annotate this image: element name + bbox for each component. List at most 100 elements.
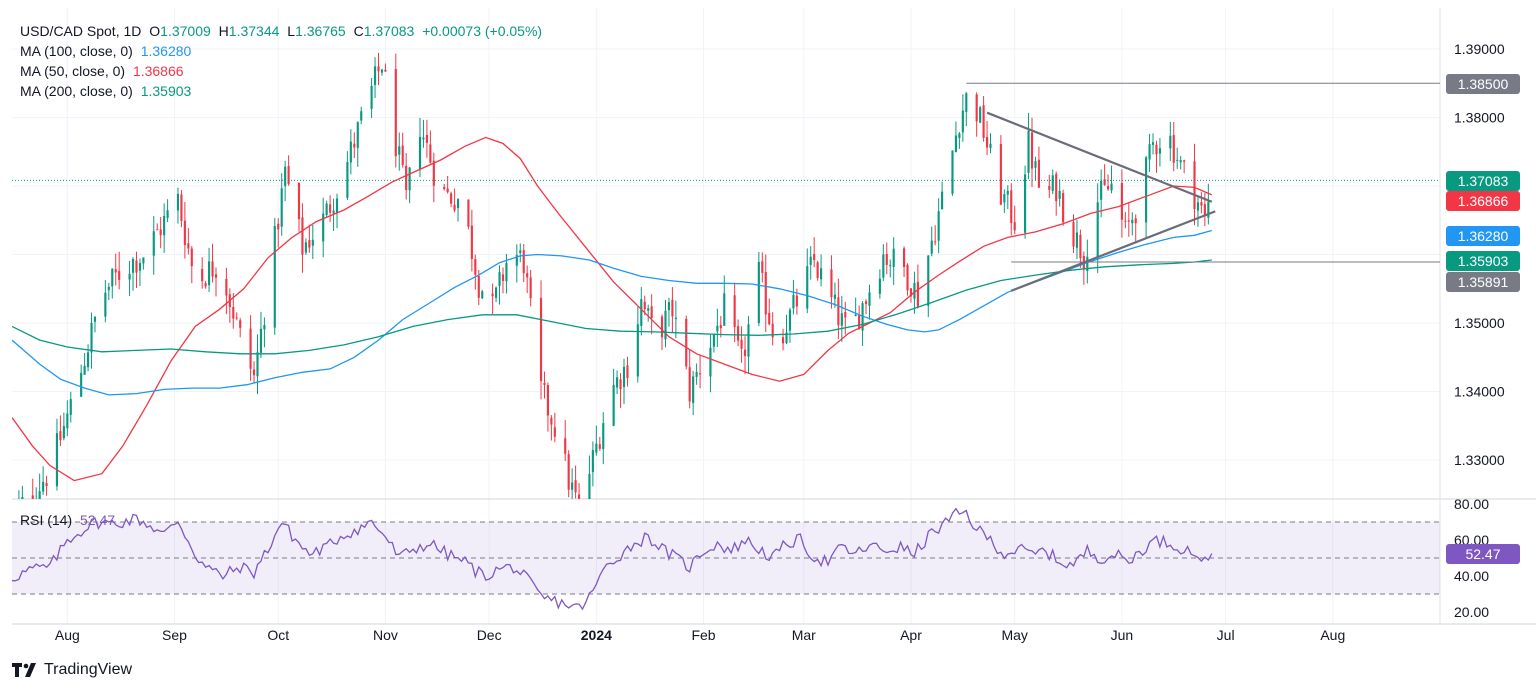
- candle: [868, 284, 871, 320]
- lower-trendline: [1010, 210, 1216, 292]
- candle: [45, 475, 48, 496]
- ma100-label: MA (100, close, 0): [20, 43, 133, 59]
- open-value: 1.37009: [160, 23, 211, 39]
- candle-body: [1006, 190, 1009, 195]
- candle: [322, 197, 325, 258]
- candle-body: [650, 306, 653, 319]
- candle: [446, 175, 449, 194]
- candle: [1003, 189, 1006, 214]
- candle-body: [1203, 204, 1206, 216]
- ma50-legend[interactable]: MA (50, close, 0) 1.36866: [20, 61, 188, 81]
- candle-body: [280, 188, 283, 227]
- candle-body: [622, 366, 626, 388]
- candle: [80, 364, 83, 398]
- time-tick-label: Sep: [162, 627, 187, 643]
- candle-body: [107, 286, 110, 291]
- candle: [474, 254, 477, 290]
- candle: [187, 227, 190, 255]
- candle-body: [332, 210, 335, 214]
- candle: [979, 105, 982, 124]
- candle: [456, 198, 460, 222]
- candle: [882, 244, 885, 282]
- time-tick-label: Nov: [373, 627, 398, 643]
- candle: [930, 226, 933, 257]
- candle: [335, 193, 339, 229]
- candle-body: [21, 496, 24, 499]
- ma200-legend[interactable]: MA (200, close, 0) 1.35903: [20, 81, 195, 101]
- candle-body: [806, 266, 809, 309]
- ma-line-(200: [12, 259, 1212, 355]
- candle-body: [325, 203, 328, 216]
- ma100-legend[interactable]: MA (100, close, 0) 1.36280: [20, 41, 195, 61]
- time-tick-label: Feb: [691, 627, 715, 643]
- candle-body: [1151, 142, 1155, 145]
- candle: [626, 356, 629, 387]
- tradingview-logo[interactable]: TradingView: [12, 661, 132, 679]
- tradingview-text: TradingView: [44, 661, 133, 678]
- candle: [59, 415, 62, 446]
- candle-body: [201, 268, 204, 282]
- candle: [297, 182, 301, 232]
- candle-body: [840, 313, 843, 326]
- candle-body: [785, 332, 788, 344]
- candle: [785, 314, 788, 345]
- candle: [1072, 214, 1075, 254]
- open-label: O: [149, 23, 161, 39]
- candle: [107, 282, 110, 301]
- time-axis: Aug Sep Oct Nov Dec 2024 Feb Mar Apr May Jun Jul Aug: [55, 627, 1345, 643]
- candle-body: [481, 291, 484, 299]
- candle-body: [833, 294, 836, 299]
- candle-body: [1051, 175, 1054, 191]
- candle: [1151, 133, 1155, 155]
- candle-body: [543, 382, 546, 385]
- candle-body: [577, 494, 581, 499]
- candle: [422, 119, 425, 148]
- candle-body: [692, 376, 695, 403]
- rsi-legend[interactable]: RSI (14) 52.47: [20, 510, 119, 530]
- candle: [768, 298, 771, 326]
- candle-body: [640, 299, 643, 326]
- candle-body: [588, 473, 591, 499]
- price-tick-label: 1.34000: [1454, 384, 1505, 400]
- candle-body: [1158, 148, 1162, 154]
- candle-body: [373, 66, 377, 85]
- candle: [519, 243, 522, 263]
- candle: [18, 490, 20, 499]
- candle: [31, 478, 34, 499]
- symbol-title[interactable]: USD/CAD Spot, 1D: [20, 23, 142, 39]
- candle: [360, 106, 363, 125]
- candle-body: [740, 339, 743, 349]
- candle-body: [159, 229, 162, 236]
- candle-body: [118, 270, 121, 280]
- time-tick-label: Jun: [1111, 627, 1134, 643]
- candle-body: [131, 258, 135, 273]
- candle: [1055, 171, 1058, 216]
- candle: [1145, 155, 1148, 239]
- candle: [985, 120, 989, 156]
- candle: [353, 132, 356, 159]
- candle: [256, 334, 259, 395]
- candle: [961, 94, 964, 142]
- candle: [491, 283, 494, 315]
- candle: [1207, 183, 1210, 225]
- candle-body: [346, 162, 349, 198]
- candle-body: [626, 365, 629, 379]
- candle: [1172, 122, 1175, 172]
- candle-body: [612, 384, 615, 426]
- candle: [86, 344, 90, 372]
- candle-body: [398, 146, 401, 155]
- candle: [470, 209, 473, 272]
- candle: [999, 135, 1002, 206]
- candle: [311, 224, 314, 259]
- candle: [885, 242, 888, 275]
- candle: [954, 121, 958, 153]
- candle: [62, 412, 65, 441]
- candle-body: [1134, 218, 1137, 224]
- candle-body: [795, 295, 798, 307]
- candle-body: [1207, 201, 1210, 218]
- ma50-value: 1.36866: [132, 63, 184, 79]
- candle-body: [273, 226, 276, 328]
- candle: [131, 257, 135, 291]
- candle-body: [1048, 185, 1051, 190]
